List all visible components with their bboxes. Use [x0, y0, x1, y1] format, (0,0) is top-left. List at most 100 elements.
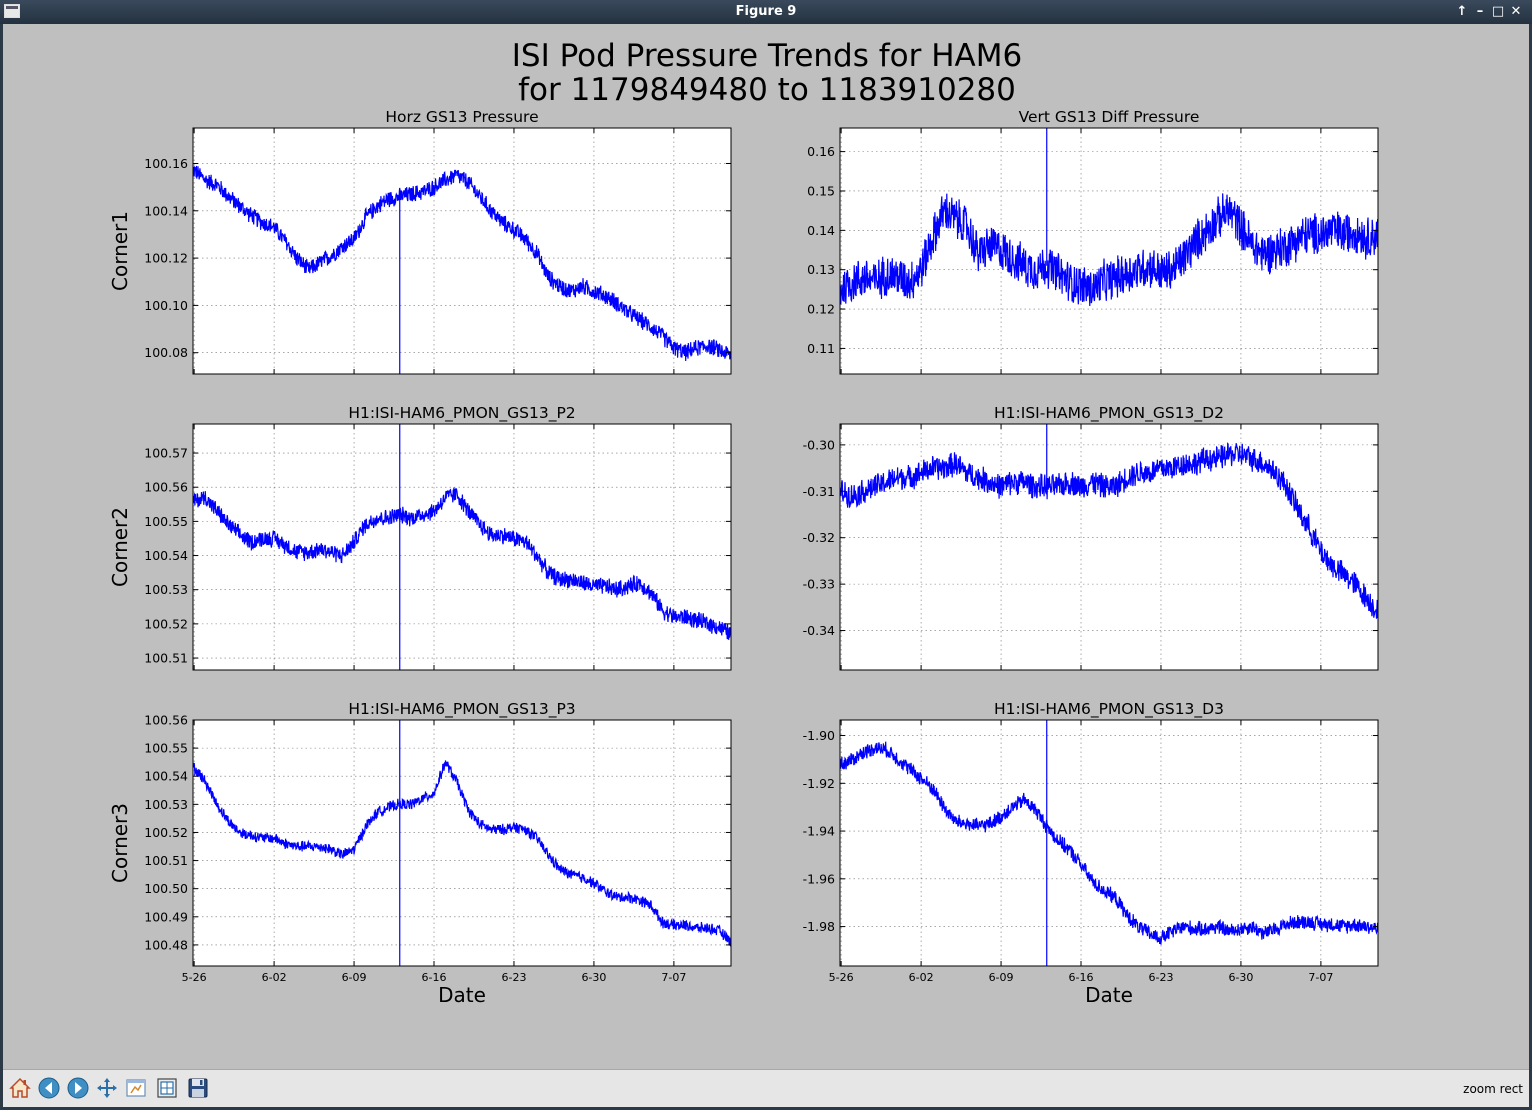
subplot-p5[interactable]: 100.48 100.49 100.50 100.51 100.52 100.53 100.… [108, 700, 732, 1007]
x-tick-label: 6-09 [989, 971, 1014, 984]
x-tick-label: 6-23 [1148, 971, 1173, 984]
figure-title-line-1: ISI Pod Pressure Trends for HAM6 [512, 38, 1022, 74]
y-tick-label: -1.90 [803, 728, 835, 743]
plot-area [193, 720, 731, 966]
y-tick-label: 100.08 [144, 345, 188, 360]
series-line-p6 [840, 741, 1378, 946]
subplot-title: Horz GS13 Pressure [385, 108, 538, 126]
save-button[interactable] [185, 1075, 211, 1101]
home-icon [9, 1077, 31, 1098]
x-tick-label: 7-07 [661, 971, 686, 984]
plot-area [840, 424, 1378, 670]
y-tick-label: 100.51 [144, 853, 188, 868]
x-tick-label: 6-02 [262, 971, 287, 984]
y-tick-label: 0.16 [807, 144, 835, 159]
plot-area [840, 720, 1378, 966]
axes-frame [839, 423, 1379, 671]
subplot-title: H1:ISI-HAM6_PMON_GS13_D3 [994, 700, 1224, 719]
y-tick-label: -1.98 [803, 919, 835, 934]
y-axis-label: Corner2 [108, 507, 132, 587]
y-tick-label: 0.11 [807, 341, 835, 356]
axes-frame [192, 423, 732, 671]
pan-button[interactable] [94, 1075, 120, 1101]
x-tick-label: 6-30 [581, 971, 606, 984]
series-line-p3 [193, 487, 731, 640]
window-maximize-button[interactable]: □ [1491, 4, 1505, 19]
zoom-rect-button[interactable] [123, 1075, 149, 1101]
forward-arrow-icon [67, 1077, 89, 1099]
back-button[interactable] [36, 1075, 62, 1101]
subplot-p2[interactable]: 0.11 0.12 0.13 0.14 0.15 0.16 Vert GS13 Diff P… [807, 108, 1379, 375]
y-tick-label: 100.57 [144, 446, 188, 461]
window-title: Figure 9 [735, 4, 797, 19]
x-tick-label: 6-02 [909, 971, 934, 984]
subplot-p6[interactable]: -1.98 -1.96 -1.94 -1.92 -1.90 5-26 6-02 6-09 6-1… [803, 700, 1379, 1007]
subplot-p4[interactable]: -0.34 -0.33 -0.32 -0.31 -0.30 H1:ISI-HAM6_PMO… [803, 404, 1379, 671]
series-line-p5 [193, 760, 731, 948]
subplot-title: H1:ISI-HAM6_PMON_GS13_D2 [994, 404, 1224, 423]
y-tick-label: 0.15 [807, 183, 835, 198]
pan-icon [97, 1078, 117, 1098]
y-tick-label: 100.14 [144, 203, 188, 218]
y-tick-label: 0.13 [807, 262, 835, 277]
x-tick-label: 6-16 [422, 971, 447, 984]
window-menu-icon[interactable] [4, 4, 20, 18]
y-tick-label: -1.94 [803, 824, 835, 839]
x-tick-label: 5-26 [182, 971, 207, 984]
configure-subplots-button[interactable] [154, 1075, 180, 1101]
y-tick-label: 100.48 [144, 937, 188, 952]
axes-frame [839, 719, 1379, 967]
x-tick-label: 6-09 [342, 971, 367, 984]
x-tick-label: 6-30 [1228, 971, 1253, 984]
y-tick-label: -0.33 [803, 577, 835, 592]
y-tick-label: 100.55 [144, 514, 188, 529]
x-tick-label: 7-07 [1308, 971, 1333, 984]
y-tick-label: 0.14 [807, 223, 835, 238]
x-axis-label: Date [1085, 983, 1133, 1007]
y-tick-label: -1.96 [803, 871, 835, 886]
y-tick-label: 100.54 [144, 769, 188, 784]
x-axis-label: Date [438, 983, 486, 1007]
figure-canvas[interactable]: ISI Pod Pressure Trends for HAM6 for 117… [3, 24, 1529, 1068]
subplot-title: H1:ISI-HAM6_PMON_GS13_P3 [348, 700, 575, 719]
window-raise-button[interactable]: ↑ [1456, 4, 1468, 19]
subplot-p3[interactable]: 100.51 100.52 100.53 100.54 100.55 100.56 100.… [108, 404, 732, 671]
x-tick-label: 5-26 [829, 971, 854, 984]
series-line-p1 [193, 165, 731, 362]
y-tick-label: -0.30 [803, 437, 835, 452]
axes-frame [839, 127, 1379, 375]
y-tick-label: 100.49 [144, 909, 188, 924]
figure-title-line-2: for 1179849480 to 1183910280 [518, 72, 1016, 108]
axes-frame [192, 127, 732, 375]
subplot-p1[interactable]: 100.08 100.10 100.12 100.14 100.16 Horz GS13 … [108, 108, 732, 375]
y-tick-label: -0.31 [803, 484, 835, 499]
y-tick-label: -1.92 [803, 776, 835, 791]
y-tick-label: 100.56 [144, 713, 188, 728]
save-icon [188, 1078, 208, 1098]
y-tick-label: 100.53 [144, 582, 188, 597]
window-frame-left [0, 24, 3, 1110]
y-tick-label: 100.50 [144, 881, 188, 896]
subplot-title: Vert GS13 Diff Pressure [1019, 108, 1200, 126]
series-line-p2 [840, 193, 1378, 307]
subplot-title: H1:ISI-HAM6_PMON_GS13_P2 [348, 404, 575, 423]
y-tick-label: 100.53 [144, 797, 188, 812]
x-tick-label: 6-16 [1069, 971, 1094, 984]
subplots-icon [157, 1078, 177, 1098]
series-line-p4 [840, 442, 1378, 619]
y-axis-label: Corner1 [108, 211, 132, 291]
y-tick-label: 100.51 [144, 651, 188, 666]
window-frame-right [1529, 24, 1532, 1110]
y-tick-label: 100.10 [144, 298, 188, 313]
window-close-button[interactable]: ✕ [1510, 4, 1522, 19]
y-tick-label: -0.32 [803, 530, 835, 545]
home-button[interactable] [7, 1075, 33, 1101]
plot-area [193, 424, 731, 670]
y-axis-label: Corner3 [108, 803, 132, 883]
y-tick-label: 100.52 [144, 616, 188, 631]
window-minimize-button[interactable]: – [1476, 4, 1484, 19]
forward-button[interactable] [65, 1075, 91, 1101]
y-tick-label: -0.34 [803, 623, 835, 638]
window-frame-bottom [0, 1107, 1532, 1110]
plot-area [193, 128, 731, 374]
